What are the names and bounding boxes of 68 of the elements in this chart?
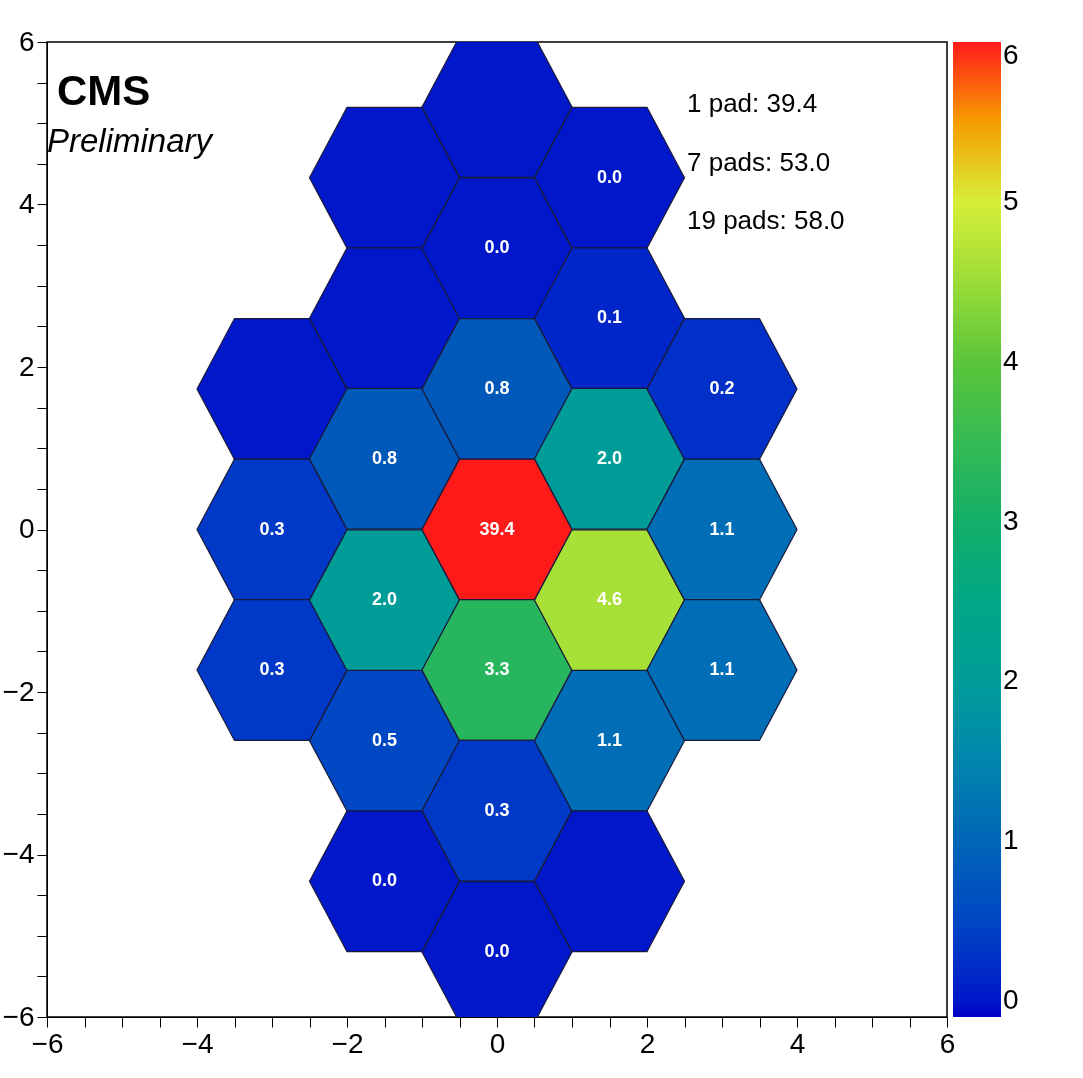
point — [421, 458, 573, 601]
annotation: 1.1 — [709, 518, 735, 539]
color-bar-label: 4 — [1003, 344, 1019, 376]
point — [421, 599, 573, 742]
annotation: 0.3 — [259, 518, 285, 539]
annotation: CMS — [57, 67, 151, 114]
y-tick-label: −6 — [2, 1000, 35, 1032]
y-tick-label: 6 — [18, 25, 35, 57]
point — [646, 317, 798, 460]
point — [308, 247, 461, 390]
color-bar-label: 2 — [1003, 664, 1019, 696]
y-tick-label: 2 — [18, 350, 35, 382]
x-tick-label: 4 — [789, 1027, 806, 1059]
y-tick-label: −4 — [2, 838, 35, 869]
annotation: 0.0 — [484, 237, 510, 258]
annotation: 2.0 — [371, 589, 398, 610]
point — [308, 106, 461, 249]
point — [308, 669, 461, 812]
point — [533, 669, 686, 812]
point — [646, 458, 798, 601]
annotation: 0.5 — [371, 729, 398, 750]
y-tick-label: 0 — [18, 513, 35, 544]
annotation: 0.0 — [596, 166, 623, 187]
annotation: 0.0 — [484, 941, 510, 961]
annotation: 39.4 — [479, 518, 515, 539]
x-tick-label: 6 — [939, 1027, 956, 1059]
point — [533, 106, 686, 249]
x-tick-label: −2 — [331, 1027, 364, 1059]
annotation: 7 pads: 53.0 — [687, 147, 831, 177]
point — [421, 317, 573, 460]
annotation: 4.6 — [596, 589, 623, 610]
point — [421, 177, 573, 320]
point — [533, 247, 686, 390]
point — [308, 529, 461, 672]
point — [308, 387, 461, 530]
annotation: 0.1 — [596, 307, 623, 328]
annotation: 1.1 — [596, 729, 623, 750]
x-tick-label: −4 — [181, 1027, 214, 1059]
point — [196, 458, 348, 601]
annotation: 2.0 — [596, 447, 623, 468]
color-bar-label: 1 — [1003, 824, 1019, 856]
annotation: 1 pad: 39.4 — [687, 88, 818, 118]
color-bar-label: 6 — [1003, 39, 1019, 70]
annotation: 1.1 — [709, 659, 735, 680]
annotation: 0.2 — [709, 377, 735, 398]
point — [533, 810, 686, 953]
annotation: 3.3 — [484, 659, 510, 680]
point — [308, 810, 461, 953]
annotation: 0.8 — [484, 377, 510, 398]
annotation: 0.8 — [371, 447, 398, 468]
point — [533, 529, 686, 672]
annotation: 19 pads: 58.0 — [687, 205, 845, 235]
point — [196, 317, 348, 460]
annotation: 0.0 — [371, 870, 398, 891]
x-tick-label: 2 — [639, 1027, 656, 1059]
annotation: 0.3 — [484, 799, 510, 820]
color-bar-label: 0 — [1003, 984, 1019, 1016]
point — [533, 387, 686, 530]
y-tick-label: −2 — [2, 675, 35, 707]
y-tick-label: 4 — [18, 188, 35, 219]
color-bar-label: 3 — [1003, 504, 1019, 536]
point — [646, 599, 798, 742]
color-bar-label: 5 — [1003, 184, 1019, 216]
annotation: 0.3 — [259, 659, 285, 680]
point — [421, 739, 573, 882]
annotation: Preliminary — [47, 122, 215, 159]
point — [196, 599, 348, 742]
x-tick-label: 0 — [489, 1027, 506, 1059]
